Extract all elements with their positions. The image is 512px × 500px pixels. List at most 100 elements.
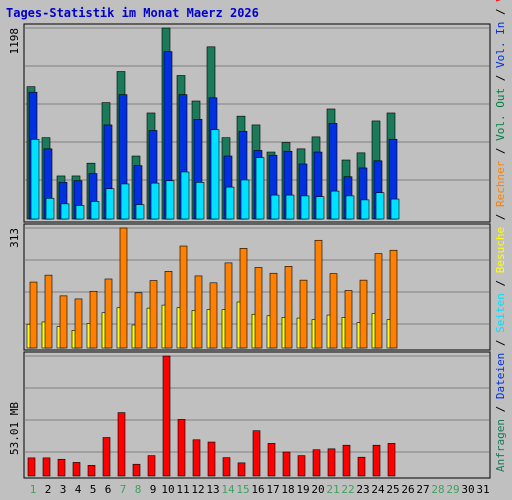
- legend-entry: Vol. Out: [494, 88, 507, 141]
- legend-entry: Anfragen: [494, 419, 507, 472]
- bar-seiten: [135, 204, 145, 220]
- x-tick-label: 2: [45, 483, 52, 496]
- bar-volumen: [252, 430, 261, 477]
- bar-rechner: [29, 281, 38, 349]
- bar-seiten: [360, 199, 370, 220]
- bar-rechner: [44, 274, 53, 349]
- bar-rechner: [74, 298, 83, 349]
- bar-volumen: [267, 443, 276, 477]
- x-tick-label: 17: [266, 483, 279, 496]
- chart-title: Tages-Statistik im Monat Maerz 2026: [6, 6, 259, 20]
- bar-seiten: [45, 197, 55, 220]
- legend-entry: Besuche: [494, 227, 507, 273]
- bar-seiten: [285, 194, 295, 220]
- bar-volumen: [357, 456, 366, 477]
- bar-volumen: [162, 355, 171, 477]
- bar-rechner: [299, 279, 308, 349]
- legend-entry: /: [494, 207, 507, 227]
- bar-seiten: [120, 183, 130, 220]
- x-tick-label: 28: [431, 483, 444, 496]
- bar-volumen: [132, 463, 141, 477]
- bar-rechner: [209, 282, 218, 349]
- bar-seiten: [30, 138, 40, 220]
- bar-seiten: [180, 171, 190, 220]
- x-tick-label: 18: [281, 483, 294, 496]
- x-tick-label: 31: [476, 483, 489, 496]
- bar-seiten: [330, 190, 340, 220]
- x-tick-label: 22: [341, 483, 354, 496]
- x-tick-label: 15: [236, 483, 249, 496]
- bar-rechner: [149, 280, 158, 349]
- bar-seiten: [90, 201, 100, 220]
- bar-rechner: [119, 227, 128, 349]
- bar-volumen: [222, 457, 231, 477]
- bar-rechner: [104, 278, 113, 349]
- x-tick-label: 29: [446, 483, 459, 496]
- bar-seiten: [195, 182, 205, 220]
- x-tick-label: 13: [206, 483, 219, 496]
- x-tick-label: 3: [60, 483, 67, 496]
- bar-rechner: [254, 267, 263, 349]
- x-tick-label: 10: [161, 483, 174, 496]
- bar-seiten: [60, 203, 70, 220]
- bar-volumen: [387, 443, 396, 477]
- bar-rechner: [344, 290, 353, 349]
- hits-ymax-label: 1198: [8, 28, 21, 55]
- bar-rechner: [269, 272, 278, 349]
- bar-volumen: [117, 412, 126, 477]
- legend-entry: /: [494, 68, 507, 88]
- x-tick-label: 27: [416, 483, 429, 496]
- x-tick-label: 6: [105, 483, 112, 496]
- x-tick-label: 11: [176, 483, 189, 496]
- bar-seiten: [225, 186, 235, 220]
- legend-entry: Volumen: [494, 0, 507, 2]
- bar-volumen: [312, 449, 321, 477]
- bar-rechner: [284, 266, 293, 349]
- bar-volumen: [207, 441, 216, 477]
- bar-rechner: [194, 275, 203, 349]
- bar-seiten: [165, 180, 175, 220]
- legend-entry: Vol. In: [494, 22, 507, 68]
- bar-seiten: [375, 192, 385, 220]
- bar-rechner: [164, 271, 173, 349]
- x-tick-label: 14: [221, 483, 235, 496]
- x-tick-label: 20: [311, 483, 324, 496]
- legend-entry: Seiten: [494, 293, 507, 333]
- bar-rechner: [134, 292, 143, 349]
- legend-entry: Rechner: [494, 160, 507, 207]
- bar-rechner: [359, 279, 368, 349]
- visits-ymax-label: 313: [8, 228, 21, 248]
- x-tick-label: 21: [326, 483, 339, 496]
- volume-ymax-label: 53.01 MB: [8, 402, 21, 455]
- x-tick-label: 25: [386, 483, 399, 496]
- legend-entry: /: [494, 399, 507, 419]
- x-tick-label: 9: [150, 483, 157, 496]
- bar-rechner: [224, 262, 233, 349]
- x-tick-label: 1: [30, 483, 37, 496]
- x-tick-label: 30: [461, 483, 474, 496]
- legend-entry: Dateien: [494, 353, 507, 399]
- bar-volumen: [192, 439, 201, 477]
- bar-volumen: [57, 458, 66, 477]
- bar-seiten: [390, 198, 400, 220]
- legend-right: Anfragen / Dateien / Seiten / Besuche / …: [494, 0, 507, 472]
- legend-entry: /: [494, 333, 507, 353]
- bar-rechner: [329, 273, 338, 349]
- x-tick-label: 7: [120, 483, 127, 496]
- bar-volumen: [27, 457, 36, 477]
- bar-volumen: [102, 437, 111, 477]
- bar-rechner: [239, 248, 248, 349]
- bar-volumen: [42, 457, 51, 477]
- bar-seiten: [255, 157, 265, 220]
- bar-rechner: [389, 249, 398, 349]
- bar-volumen: [297, 455, 306, 477]
- bar-seiten: [315, 196, 325, 220]
- x-tick-label: 4: [75, 483, 82, 496]
- bar-seiten: [75, 205, 85, 220]
- x-tick-label: 16: [251, 483, 264, 496]
- bar-volumen: [237, 462, 246, 477]
- x-tick-label: 5: [90, 483, 97, 496]
- bar-seiten: [345, 195, 355, 220]
